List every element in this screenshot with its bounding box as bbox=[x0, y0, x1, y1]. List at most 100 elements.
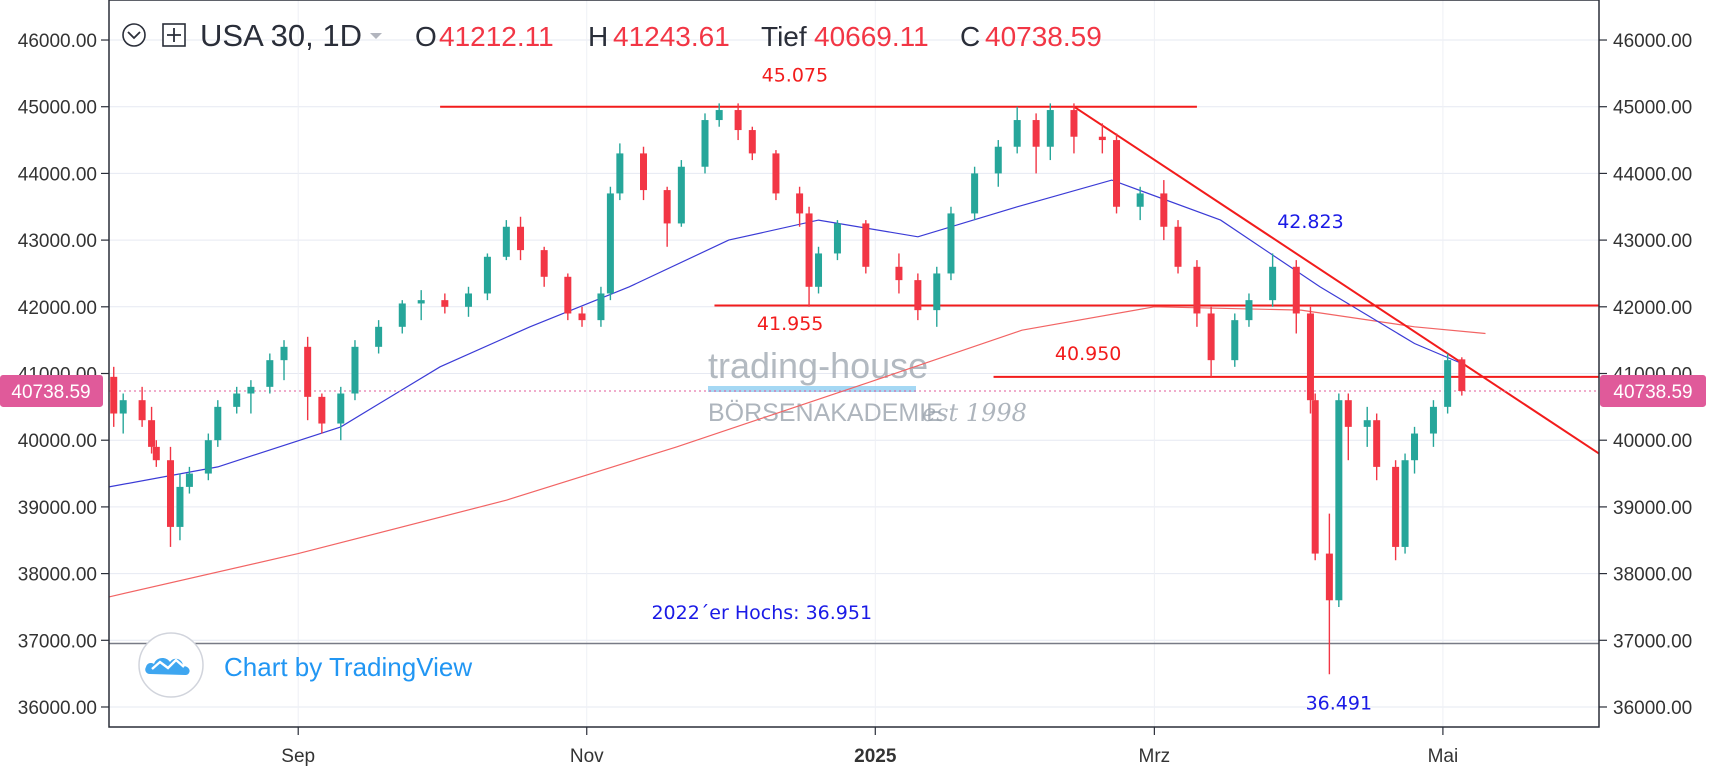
close-label: C bbox=[960, 21, 980, 52]
candle bbox=[1098, 123, 1106, 154]
candle bbox=[606, 186, 614, 301]
candle bbox=[247, 380, 255, 414]
y-tick-label-left: 39000.00 bbox=[18, 498, 97, 519]
tradingview-cloud-icon bbox=[145, 658, 190, 675]
close-value: 40738.59 bbox=[985, 21, 1102, 52]
candle bbox=[1292, 260, 1300, 334]
low-label: Tief bbox=[761, 21, 807, 52]
candle bbox=[1231, 313, 1239, 367]
y-tick-label-right: 42000.00 bbox=[1613, 298, 1692, 319]
candle bbox=[204, 433, 212, 481]
candle bbox=[1269, 253, 1277, 307]
candle bbox=[1070, 103, 1078, 154]
candle bbox=[280, 340, 288, 381]
candle bbox=[304, 336, 312, 421]
candle bbox=[185, 466, 193, 494]
collapse-legend-button[interactable] bbox=[122, 23, 146, 47]
y-tick-label-right: 45000.00 bbox=[1613, 98, 1692, 119]
moving-averages bbox=[108, 179, 1486, 598]
candle bbox=[1174, 220, 1182, 274]
candle bbox=[1046, 103, 1054, 161]
y-tick-label-left: 38000.00 bbox=[18, 565, 97, 586]
chart-annotation: 41.955 bbox=[757, 313, 823, 335]
candle bbox=[375, 320, 383, 354]
candle bbox=[417, 290, 425, 321]
candle bbox=[1392, 460, 1400, 561]
high-value: 41243.61 bbox=[613, 21, 730, 52]
moving-average-slow bbox=[108, 306, 1486, 598]
y-tick-label-right: 36000.00 bbox=[1613, 698, 1692, 719]
y-tick-label-right: 37000.00 bbox=[1613, 631, 1692, 652]
low-value: 40669.11 bbox=[814, 21, 929, 52]
y-tick-label-right: 38000.00 bbox=[1613, 565, 1692, 586]
watermark-est: est 1998 bbox=[922, 399, 1027, 427]
price-tag-left: 40738.59 bbox=[0, 374, 103, 407]
candle bbox=[398, 300, 406, 334]
candle bbox=[833, 220, 841, 261]
tradingview-badge[interactable]: Chart by TradingView bbox=[138, 632, 472, 698]
x-tick-label: Mrz bbox=[1139, 746, 1171, 767]
candle bbox=[1193, 260, 1201, 327]
y-tick-label-left: 45000.00 bbox=[18, 98, 97, 119]
candle bbox=[1032, 113, 1040, 174]
x-tick-label: 2025 bbox=[854, 746, 897, 767]
candle bbox=[266, 353, 274, 394]
candle bbox=[119, 393, 127, 434]
price-tag-right-value: 40738.59 bbox=[1613, 382, 1692, 403]
candle bbox=[351, 340, 359, 401]
candle bbox=[805, 206, 813, 307]
candle bbox=[214, 400, 222, 447]
chart-legend: USA 30, 1D O 41212.11 H 41243.61 Tief 40… bbox=[122, 18, 1102, 53]
price-tag-right: 40738.59 bbox=[1600, 374, 1706, 407]
candle bbox=[1335, 393, 1343, 607]
plus-icon bbox=[167, 28, 181, 42]
symbol-dropdown-icon[interactable] bbox=[370, 33, 382, 39]
high-label: H bbox=[588, 21, 608, 52]
candle bbox=[1245, 293, 1253, 327]
candle bbox=[1325, 513, 1333, 675]
open-value: 41212.11 bbox=[439, 21, 554, 52]
candle bbox=[502, 220, 510, 261]
candle bbox=[994, 140, 1002, 187]
candle bbox=[1306, 306, 1314, 414]
candle bbox=[640, 146, 648, 201]
chart-annotation: 2022´er Hochs: 36.951 bbox=[651, 602, 872, 624]
chart-annotation: 45.075 bbox=[762, 64, 828, 86]
y-tick-label-left: 40000.00 bbox=[18, 431, 97, 452]
drawn-lines bbox=[109, 105, 1600, 645]
candle bbox=[933, 266, 941, 327]
candle bbox=[1411, 426, 1419, 474]
candle bbox=[166, 446, 174, 547]
watermark-stripe bbox=[708, 386, 916, 392]
chevron-down-icon bbox=[127, 31, 141, 40]
candle bbox=[772, 150, 780, 201]
candle bbox=[914, 273, 922, 321]
candle bbox=[318, 393, 326, 434]
add-indicator-button[interactable] bbox=[162, 23, 186, 47]
candle bbox=[540, 246, 548, 287]
annotations: 45.075 41.955 40.950 42.823 2022´er Hochs: 3… bbox=[651, 64, 1372, 714]
candle bbox=[748, 126, 756, 161]
x-axis: Sep Nov 2025 Mrz Mai bbox=[281, 727, 1458, 767]
x-tick-label: Mai bbox=[1428, 746, 1459, 767]
candle bbox=[148, 406, 156, 454]
candle bbox=[1444, 353, 1452, 414]
y-tick-label-right: 46000.00 bbox=[1613, 31, 1692, 52]
candle bbox=[796, 186, 804, 227]
candle bbox=[176, 473, 184, 541]
y-tick-label-left: 37000.00 bbox=[18, 631, 97, 652]
candle bbox=[464, 286, 472, 317]
candle bbox=[1363, 406, 1371, 447]
candle bbox=[1344, 393, 1352, 461]
watermark: trading-house BÖRSENAKADEMIE est 1998 bbox=[708, 345, 1027, 427]
candle bbox=[483, 253, 491, 301]
candle bbox=[578, 306, 586, 327]
candle bbox=[862, 220, 870, 274]
chart-annotation: 40.950 bbox=[1055, 343, 1121, 365]
moving-average-fast bbox=[108, 179, 1463, 488]
candle bbox=[701, 113, 709, 174]
symbol-title[interactable]: USA 30, 1D bbox=[200, 18, 362, 53]
candle bbox=[138, 386, 146, 427]
candle bbox=[517, 216, 525, 261]
